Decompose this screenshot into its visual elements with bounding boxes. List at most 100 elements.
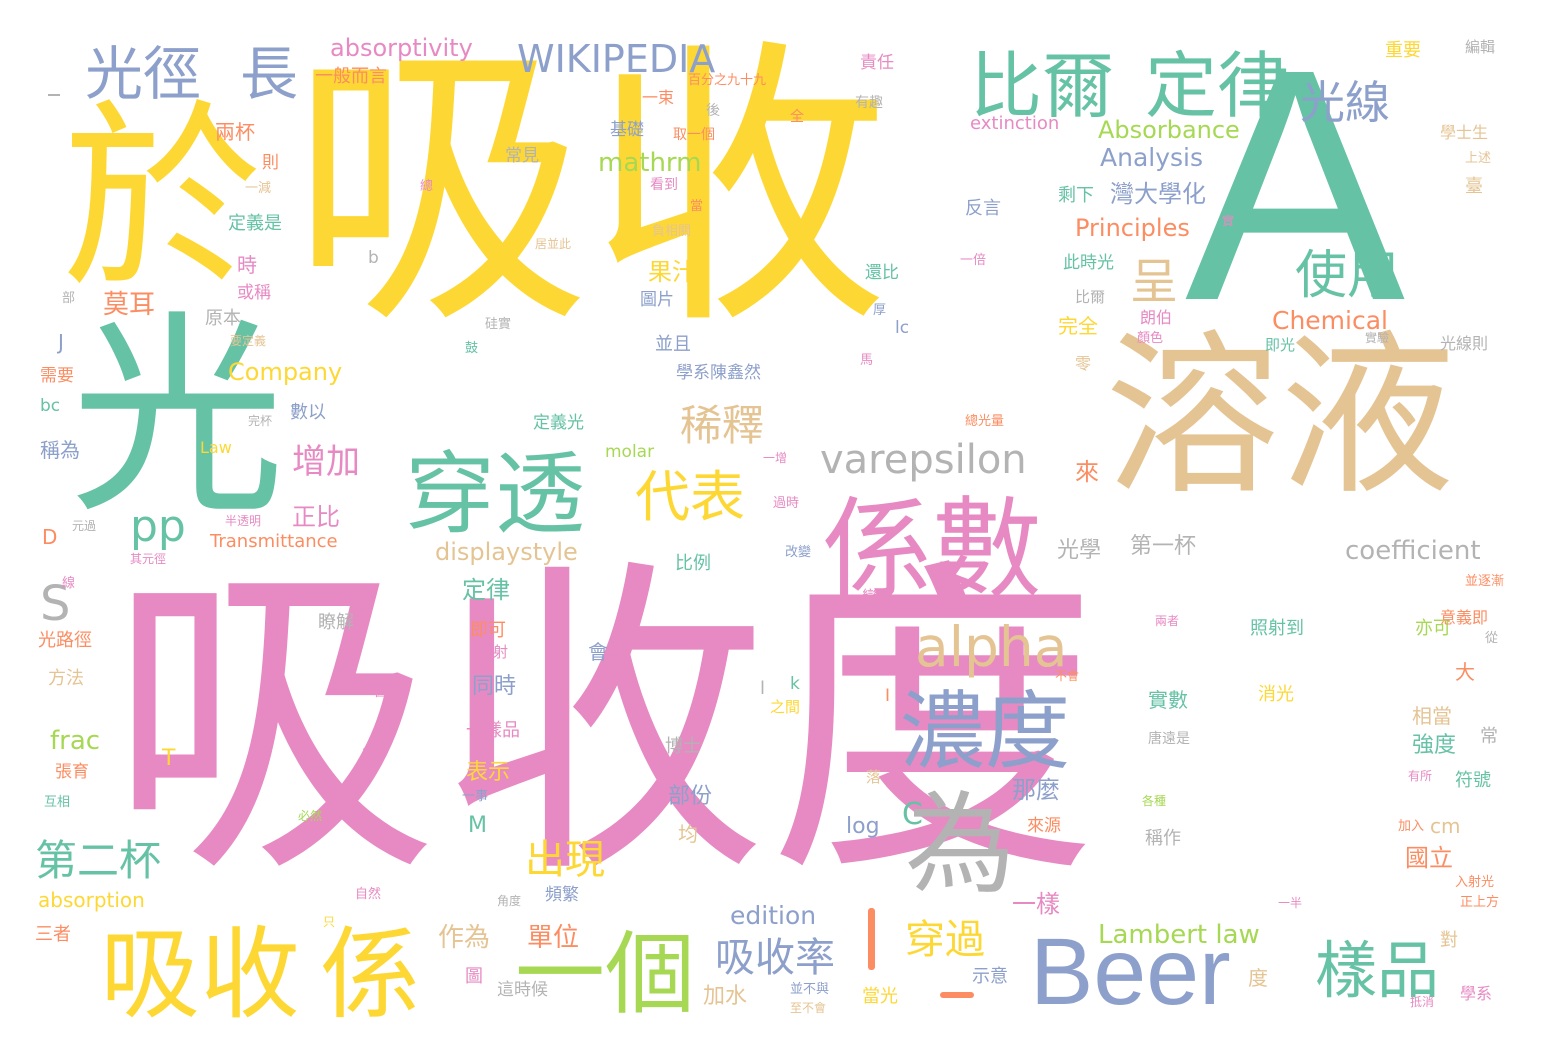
word-yishi: 一事 [462, 789, 489, 804]
word-xishou-big-yellow: 吸收 [290, 15, 890, 364]
word-haibi: 還比 [865, 263, 899, 283]
word-T: T [162, 746, 176, 771]
word-yanse: 顏色 [1137, 331, 1164, 346]
word-shi: 實 [1222, 214, 1235, 228]
word-rusheguang: 入射光 [1455, 875, 1495, 890]
word-bingzhujian: 並逐漸 [1465, 574, 1505, 589]
word-bc: bc [40, 396, 61, 416]
word-wikipedia: WIKIPEDIA [517, 37, 716, 81]
word-xi: 係 [320, 916, 420, 1033]
word-guoli: 國立 [1405, 844, 1453, 872]
word-yishu: 一束 [642, 88, 675, 107]
word-absorptivity: absorptivity [330, 34, 473, 62]
word-dixiao: 抵消 [1410, 995, 1435, 1009]
word-chuanguo: 穿過 [905, 917, 985, 963]
word-yibei: 一倍 [960, 253, 987, 268]
word-yizeng: 一增 [763, 451, 788, 465]
word-diyibei: 第一杯 [1130, 534, 1197, 559]
word-quyige: 取一個 [673, 127, 715, 143]
word-xishi: 稀釋 [680, 401, 765, 450]
word-guangxian: 光線 [1300, 76, 1391, 129]
word-shengxia: 剩下 [1058, 185, 1094, 206]
word-yiyangpin: 一樣品 [466, 720, 520, 741]
word-wandaxue: 灣大學化 [1110, 180, 1206, 208]
word-bili: 比例 [675, 553, 711, 574]
word-molar: molar [605, 442, 655, 462]
word-zeren: 責任 [860, 53, 894, 73]
word-ze: 則 [262, 153, 279, 173]
word-du: 度 [1248, 966, 1268, 990]
word-xishou-yellow-bottom: 吸收 [100, 916, 300, 1033]
word-ma: 馬 [860, 353, 874, 368]
word-bianji: 編輯 [1465, 38, 1496, 56]
word-wanquan: 完全 [1058, 314, 1098, 338]
word-coefficient: coefficient [1345, 536, 1481, 566]
word-b: b [368, 248, 379, 268]
word-gu: 鼓 [465, 341, 479, 356]
word-wu: 無 [362, 744, 380, 765]
word-zuowei: 作為 [438, 923, 491, 953]
word-danwei: 單位 [527, 923, 580, 953]
dash-mark-gray [48, 94, 60, 96]
word-chengwei: 稱為 [40, 438, 80, 462]
word-daibiao: 代表 [635, 465, 746, 529]
word-zhongyao: 重要 [1385, 40, 1421, 61]
word-zhengbi: 正比 [292, 503, 340, 531]
word-guozhi: 果汁 [648, 258, 696, 286]
word-bier: 比爾 [970, 44, 1115, 128]
word-chuantou: 穿透 [405, 442, 585, 547]
word-jiaodu: 角度 [497, 894, 522, 908]
word-yu: 於 [62, 83, 263, 316]
word-yinwei: 因為 [375, 685, 400, 699]
word-dangguang: 當光 [862, 986, 898, 1007]
word-zhi: 只 [323, 915, 336, 929]
word-dinglu-small: 定律 [462, 576, 510, 604]
word-qiangdu: 強度 [1412, 733, 1457, 758]
word-luo: 落 [866, 768, 882, 786]
word-xishoulu: 吸收率 [715, 935, 835, 981]
word-yijian: 一減 [245, 181, 272, 196]
word-hui: 會 [588, 640, 608, 664]
word-absorption: absorption [38, 888, 145, 912]
word-tupian: 圖片 [640, 290, 674, 310]
word-yuanguo: 元過 [72, 519, 97, 533]
bar-mark-orange [868, 908, 875, 970]
word-dui: 對 [1440, 930, 1458, 951]
word-C: C [902, 797, 923, 832]
word-gaibian: 改變 [785, 545, 812, 560]
word-guanglujing: 光路徑 [38, 630, 92, 651]
word-boshi: 博士 [665, 736, 701, 757]
word-dang: 當 [690, 199, 704, 214]
word-gezhong: 各種 [1142, 794, 1167, 808]
word-chengzuo: 稱作 [1145, 828, 1181, 849]
word-youqu: 有趣 [855, 95, 883, 111]
word-varepsilon: varepsilon [820, 437, 1027, 483]
word-shishu: 實數 [1148, 688, 1188, 712]
word-shiyi: 示意 [972, 966, 1008, 987]
word-rushe: 入射 [478, 643, 509, 661]
word-bantouming: 半透明 [225, 514, 262, 528]
word-jun: 均 [678, 822, 698, 846]
word-xishoudu: 吸收度 [108, 533, 1098, 917]
word-guoshi: 過時 [773, 496, 800, 511]
word-fangfa: 方法 [48, 668, 84, 689]
word-extinction: extinction [970, 113, 1060, 134]
word-xueshisheng: 學士生 [1440, 123, 1489, 142]
word-principles: Principles [1075, 214, 1190, 242]
word-xiaoguang: 消光 [1258, 684, 1294, 705]
word-xuexi: 學系 [1460, 984, 1493, 1003]
word-hou: 後 [706, 103, 720, 119]
word-dinglu-green: 定律 [1145, 44, 1290, 128]
word-D: D [42, 525, 58, 549]
word-lai: 來 [1075, 458, 1099, 486]
word-S: S [40, 576, 71, 632]
word-cishiguang: 此時光 [1063, 253, 1114, 273]
word-yaodingyi: 要定義 [230, 334, 267, 348]
word-absorbance: Absorbance [1098, 116, 1240, 144]
word-law: Law [200, 438, 232, 457]
word-alpha: alpha [915, 615, 1068, 679]
word-sanzhe: 三者 [35, 924, 71, 945]
word-zhijian: 之間 [770, 698, 801, 716]
word-guangxue: 光學 [1057, 538, 1102, 563]
word-moer: 莫耳 [103, 290, 156, 320]
